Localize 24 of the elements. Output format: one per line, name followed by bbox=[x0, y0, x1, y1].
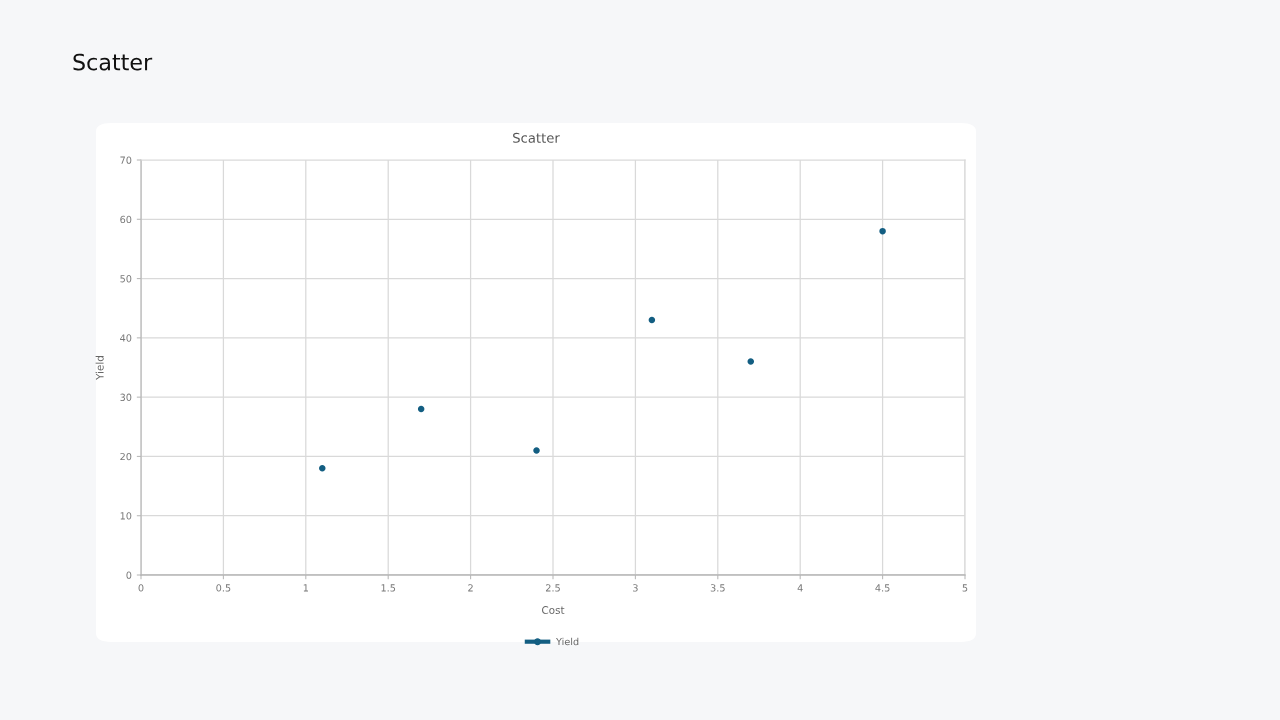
x-tick-label: 3 bbox=[633, 584, 638, 592]
x-tick-label: 4.5 bbox=[875, 584, 890, 592]
x-tick-label: 1.5 bbox=[381, 584, 396, 592]
chart-title: Scatter bbox=[513, 132, 560, 143]
y-tick-label: 40 bbox=[120, 334, 132, 342]
x-axis-title: Cost bbox=[542, 606, 565, 614]
x-tick-label: 0.5 bbox=[216, 584, 231, 592]
y-tick-label: 60 bbox=[120, 215, 132, 224]
y-tick-label: 20 bbox=[120, 452, 132, 461]
y-tick-label: 30 bbox=[120, 393, 132, 401]
x-tick-label: 3.5 bbox=[710, 584, 725, 592]
y-tick-label: 70 bbox=[120, 156, 132, 164]
x-tick-label: 2.5 bbox=[545, 584, 560, 592]
y-tick-label: 10 bbox=[120, 512, 132, 520]
x-tick-label: 0 bbox=[138, 584, 144, 592]
y-tick-label: 50 bbox=[120, 275, 132, 283]
y-axis-title: Yield bbox=[95, 356, 104, 380]
y-tick-label: 0 bbox=[126, 571, 132, 579]
x-tick-label: 2 bbox=[468, 584, 473, 592]
x-tick-label: 1 bbox=[303, 584, 308, 592]
text: Scatter bbox=[73, 53, 153, 71]
x-tick-label: 4 bbox=[797, 584, 803, 592]
x-tick-label: 5 bbox=[962, 584, 968, 592]
legend-label: Yield bbox=[555, 637, 579, 646]
